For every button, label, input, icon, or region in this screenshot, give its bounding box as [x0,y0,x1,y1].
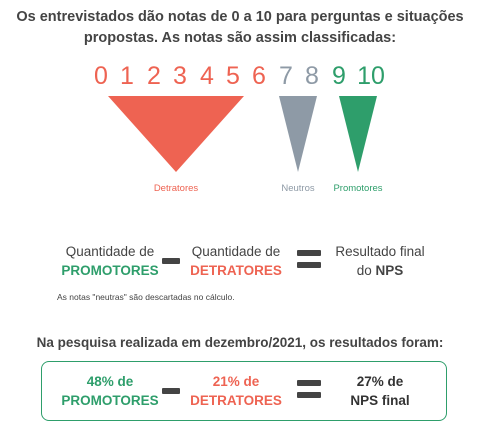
results-title: Na pesquisa realizada em dezembro/2021, … [36,335,444,350]
result-equals-sign-bottom [297,392,321,398]
score-6: 6 [252,62,266,90]
result-promoters-line1: 48% de [86,374,134,389]
formula-result-line2: do NPS [320,261,440,280]
label-detratores: Detratores [153,183,199,194]
score-8: 8 [305,62,319,90]
result-nps-line2: NPS final [350,393,410,408]
score-4: 4 [200,62,214,90]
score-5: 5 [226,62,240,90]
result-detractors: 21% de DETRATORES [176,372,296,410]
formula-result-prefix: do [356,263,376,278]
label-neutros: Neutros [281,183,315,194]
minus-sign [162,258,180,264]
result-equals-sign-top [297,380,321,386]
equals-sign-top [297,250,321,256]
intro-line-2: propostas. As notas são assim classifica… [83,30,397,46]
score-10: 10 [357,62,385,90]
equals-sign-bottom [297,262,321,268]
formula-promoters-line1: Quantidade de [65,244,155,259]
formula-result-line1: Resultado final [335,244,425,259]
formula-result-nps: NPS [375,263,404,278]
score-2: 2 [147,62,161,90]
result-detractors-line1: 21% de [212,374,260,389]
results-box [41,361,447,421]
score-9: 9 [332,62,346,90]
score-1: 1 [120,62,134,90]
score-3: 3 [173,62,187,90]
result-detractors-line2: DETRATORES [190,393,282,408]
intro-line-1: Os entrevistados dão notas de 0 a 10 par… [16,9,464,25]
result-nps: 27% de NPS final [320,372,440,410]
formula-promoters-line2: PROMOTORES [61,263,159,278]
result-promoters-line2: PROMOTORES [61,393,159,408]
formula-detractors-line2: DETRATORES [190,263,282,278]
promotores-funnel [339,96,377,172]
detratores-funnel [108,96,244,172]
neutral-note: As notas "neutras" são descartadas no cá… [57,292,235,302]
score-7: 7 [279,62,293,90]
formula-detractors: Quantidade de DETRATORES [176,242,296,280]
result-nps-line1: 27% de [356,374,404,389]
score-0: 0 [94,62,108,90]
result-minus-sign [162,388,180,394]
formula-result: Resultado final do NPS [320,242,440,280]
intro-text: Os entrevistados dão notas de 0 a 10 par… [0,7,480,49]
neutros-funnel [279,96,317,172]
classification-funnels [108,96,377,172]
formula-detractors-line1: Quantidade de [191,244,281,259]
result-promoters: 48% de PROMOTORES [48,372,172,410]
label-promotores: Promotores [333,183,383,194]
formula-promoters: Quantidade de PROMOTORES [48,242,172,280]
